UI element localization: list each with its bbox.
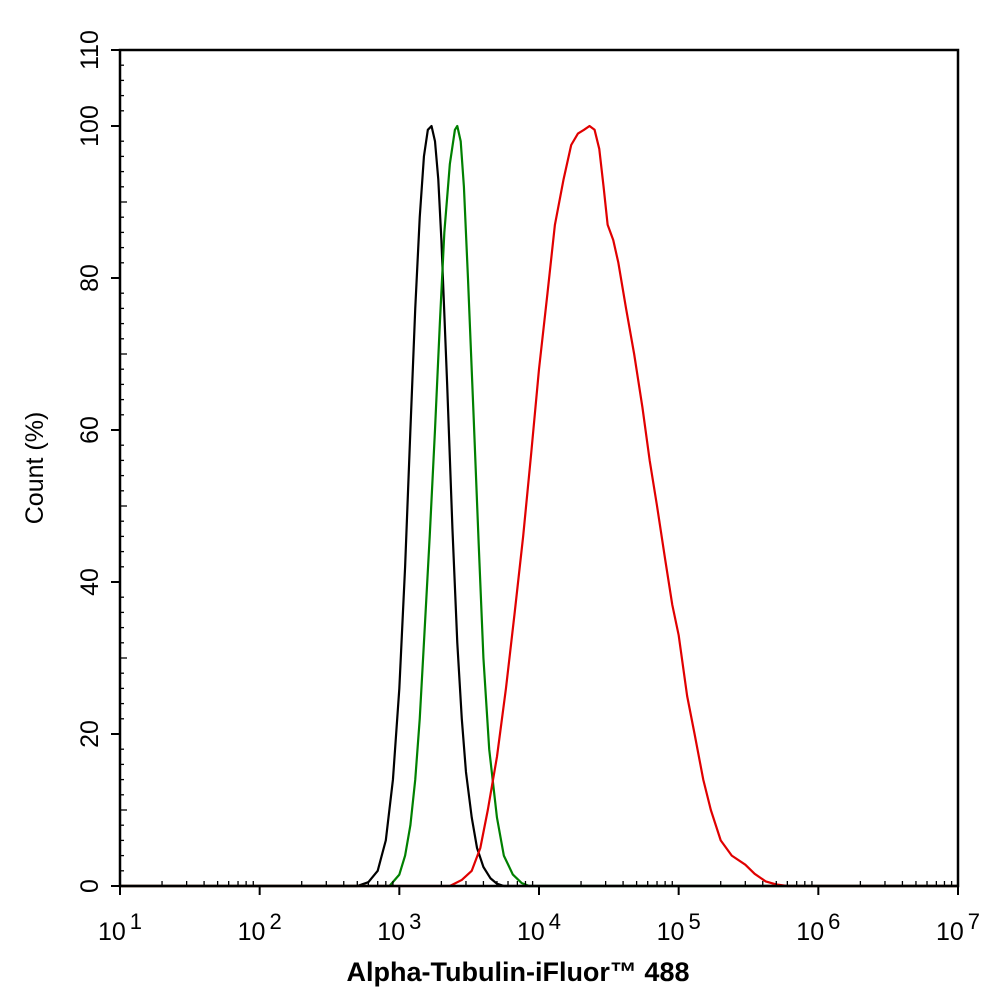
series-line-3	[120, 124, 958, 888]
y-tick-label: 110	[76, 30, 104, 70]
x-tick-label: 10 3	[377, 909, 421, 946]
x-tick-label: 10 2	[238, 909, 282, 946]
y-tick-label: 80	[76, 264, 104, 292]
x-tick-label: 10 5	[657, 909, 701, 946]
x-tick-label: 10 6	[796, 909, 840, 946]
series-line-1	[120, 124, 958, 888]
series-layer	[120, 124, 958, 888]
plot-frame	[118, 48, 960, 888]
y-tick-label: 20	[76, 720, 104, 748]
y-tick-label: 0	[76, 879, 104, 893]
x-tick-label: 10 4	[517, 909, 561, 946]
x-tick-label: 10 1	[98, 909, 142, 946]
x-tick-label: 10 7	[936, 909, 980, 946]
series-line-2	[120, 124, 958, 888]
y-tick-label: 40	[76, 568, 104, 596]
y-axis-title: Count (%)	[21, 412, 49, 525]
y-tick-label: 60	[76, 416, 104, 444]
tick-label-layer: 10 1 10 2 10 3 10 4 10 5 10 6 10 7 0 20 40 60 80 100 110	[76, 30, 980, 946]
x-axis-title: Alpha-Tubulin-iFluor™ 488	[347, 957, 690, 987]
y-tick-label: 100	[76, 105, 104, 147]
tick-layer	[111, 49, 959, 895]
